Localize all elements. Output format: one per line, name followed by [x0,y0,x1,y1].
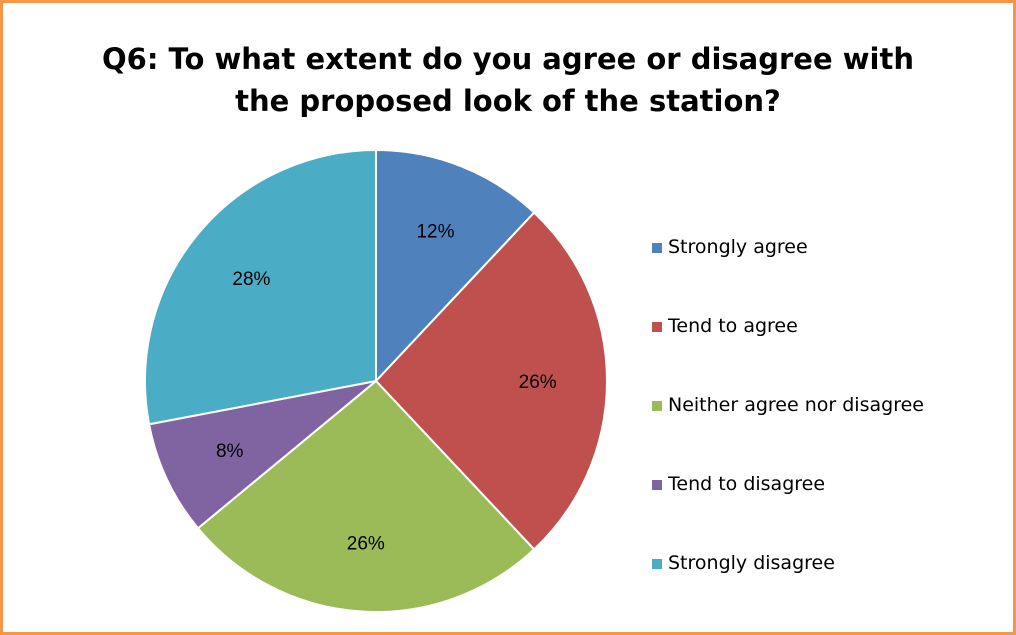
pie-slice-tend-to-agree [374,211,608,551]
pie-data-labels: 12% 26% 26% 8% 28% [216,222,557,555]
chart-legend: Strongly agree Tend to agree Neither agree… [652,236,924,631]
data-label-tend-to-agree: 26% [519,372,557,393]
legend-label: Tend to disagree [668,473,826,495]
legend-swatch [652,322,662,332]
pie-slice-tend-to-disagree [147,380,377,530]
legend-label: Strongly agree [668,236,808,258]
data-label-neither-agree-nor-disagree: 26% [347,533,385,554]
legend-label: Tend to agree [668,315,798,337]
pie-slice-strongly-agree [375,148,536,384]
chart-title-line-1: Q6: To what extent do you agree or disag… [102,42,914,76]
legend-item-strongly-disagree: Strongly disagree [652,552,924,631]
legend-swatch [652,401,662,411]
chart-title-line-2: the proposed look of the station? [235,84,781,118]
legend-swatch [652,559,662,569]
data-label-strongly-agree: 12% [416,222,454,243]
legend-swatch [652,243,662,253]
legend-label: Strongly disagree [668,552,835,574]
pie-slice-strongly-disagree [144,148,377,426]
pie-slices [144,148,608,613]
legend-swatch [652,480,662,490]
pie-slice-neither-agree-nor-disagree [196,379,536,613]
chart-title: Q6: To what extent do you agree or disag… [0,38,1016,122]
legend-item-strongly-agree: Strongly agree [652,236,924,315]
legend-label: Neither agree nor disagree [668,394,924,416]
legend-item-tend-to-agree: Tend to agree [652,315,924,394]
data-label-tend-to-disagree: 8% [216,441,244,462]
data-label-strongly-disagree: 28% [232,269,270,290]
legend-item-tend-to-disagree: Tend to disagree [652,473,924,552]
legend-item-neither-agree-nor-disagree: Neither agree nor disagree [652,394,924,473]
